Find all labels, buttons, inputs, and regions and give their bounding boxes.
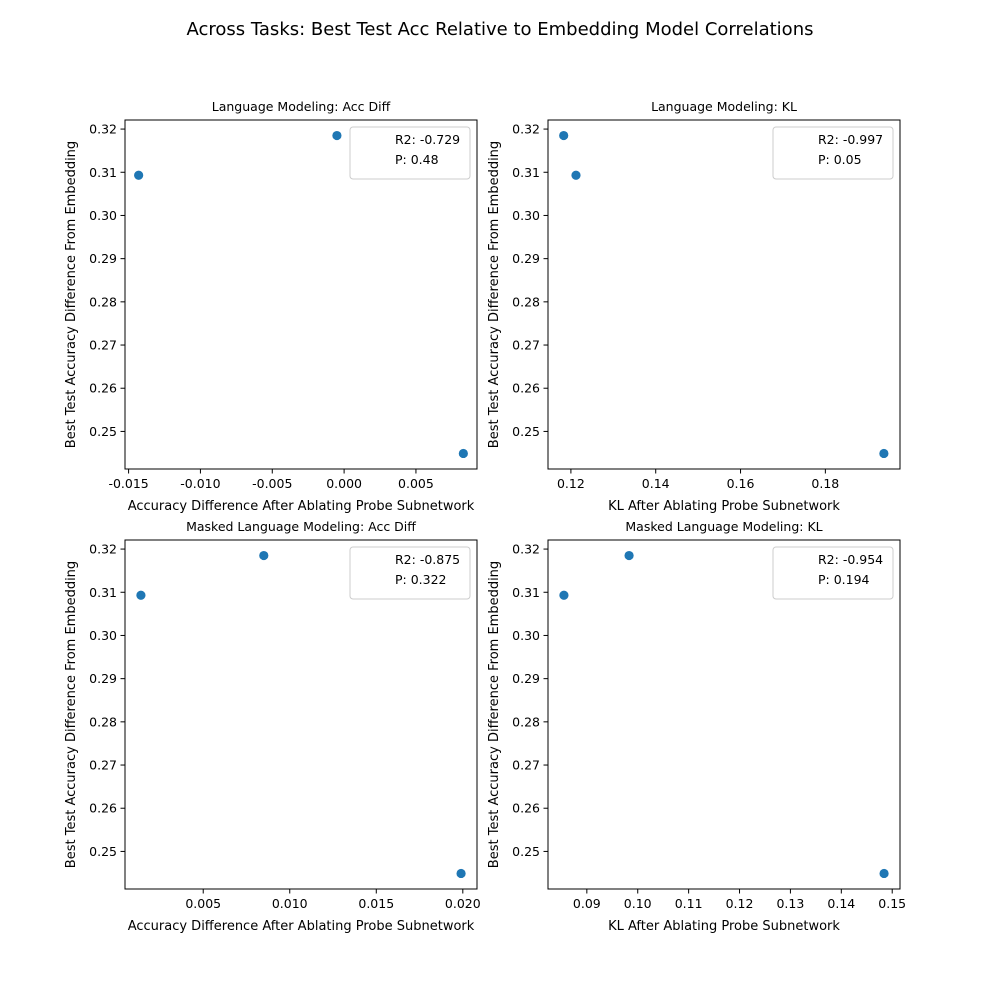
- y-tick-label: 0.31: [512, 585, 540, 600]
- x-tick-label: 0.010: [272, 896, 308, 911]
- subplot-title: Language Modeling: Acc Diff: [212, 99, 391, 114]
- y-tick-label: 0.26: [89, 801, 117, 816]
- x-tick-label: 0.13: [776, 896, 804, 911]
- x-axis-label: Accuracy Difference After Ablating Probe…: [128, 499, 475, 514]
- x-axis-label: KL After Ablating Probe Subnetwork: [608, 499, 840, 514]
- y-tick-label: 0.29: [89, 671, 117, 686]
- y-tick-label: 0.32: [512, 542, 540, 557]
- y-tick-label: 0.30: [89, 208, 117, 223]
- y-axis-label: Best Test Accuracy Difference From Embed…: [64, 141, 79, 448]
- data-point: [259, 550, 269, 561]
- y-tick-label: 0.32: [89, 122, 117, 137]
- x-tick-label: 0.12: [557, 476, 585, 491]
- x-tick-label: 0.020: [445, 896, 481, 911]
- y-tick-label: 0.30: [512, 208, 540, 223]
- y-tick-label: 0.31: [512, 165, 540, 180]
- legend-entry: R2: -0.997: [818, 132, 883, 147]
- data-point: [559, 590, 569, 600]
- y-tick-label: 0.27: [512, 758, 540, 773]
- figure-title: Across Tasks: Best Test Acc Relative to …: [187, 19, 814, 40]
- x-tick-label: 0.005: [398, 476, 434, 491]
- x-tick-label: 0.14: [642, 476, 670, 491]
- x-tick-label: 0.11: [675, 896, 703, 911]
- x-tick-label: 0.015: [358, 896, 394, 911]
- data-point: [879, 448, 889, 459]
- y-tick-label: 0.25: [512, 844, 540, 859]
- subplot-title: Masked Language Modeling: Acc Diff: [186, 519, 416, 534]
- axes-frame: [547, 539, 901, 890]
- data-point: [332, 130, 342, 141]
- x-tick-label: 0.09: [573, 896, 601, 911]
- subplot-title: Language Modeling: KL: [651, 99, 797, 114]
- legend-box: [772, 126, 894, 180]
- subplot-4: Masked Language Modeling: KL 0.09 0.10 0.11…: [487, 519, 906, 934]
- data-point: [559, 130, 569, 141]
- y-tick-label: 0.28: [89, 714, 117, 729]
- legend-box: [772, 546, 894, 600]
- axes-frame: [124, 539, 478, 890]
- subplot-title: Masked Language Modeling: KL: [625, 519, 822, 534]
- y-tick-label: 0.25: [89, 424, 117, 439]
- x-tick-label: -0.005: [252, 476, 292, 491]
- axes-frame: [547, 119, 901, 470]
- y-tick-label: 0.27: [89, 758, 117, 773]
- data-point: [458, 448, 468, 459]
- x-tick-label: 0.005: [185, 896, 221, 911]
- data-point: [879, 868, 889, 879]
- x-tick-label: -0.015: [108, 476, 148, 491]
- legend-entry: P: 0.48: [395, 152, 439, 167]
- data-point: [571, 170, 581, 180]
- data-point: [624, 550, 634, 561]
- x-tick-label: -0.010: [180, 476, 220, 491]
- x-tick-label: 0.15: [878, 896, 906, 911]
- data-point: [134, 170, 144, 180]
- y-tick-label: 0.30: [512, 628, 540, 643]
- x-tick-label: 0.14: [827, 896, 855, 911]
- legend-entry: R2: -0.954: [818, 552, 883, 567]
- y-tick-label: 0.32: [512, 122, 540, 137]
- legend-entry: P: 0.322: [395, 572, 447, 587]
- y-tick-label: 0.29: [512, 251, 540, 266]
- y-tick-label: 0.27: [89, 338, 117, 353]
- legend-box: [349, 126, 471, 180]
- x-tick-label: 0.16: [727, 476, 755, 491]
- legend-box: [349, 546, 471, 600]
- y-tick-label: 0.29: [512, 671, 540, 686]
- y-tick-label: 0.31: [89, 165, 117, 180]
- y-tick-label: 0.28: [89, 294, 117, 309]
- x-axis-label: KL After Ablating Probe Subnetwork: [608, 919, 840, 934]
- legend-entry: R2: -0.875: [395, 552, 460, 567]
- axes-frame: [124, 119, 478, 470]
- x-tick-label: 0.10: [624, 896, 652, 911]
- y-tick-label: 0.31: [89, 585, 117, 600]
- y-tick-label: 0.26: [89, 381, 117, 396]
- y-tick-label: 0.30: [89, 628, 117, 643]
- legend-entry: P: 0.05: [818, 152, 862, 167]
- x-tick-label: 0.000: [326, 476, 362, 491]
- y-axis-label: Best Test Accuracy Difference From Embed…: [64, 561, 79, 868]
- x-tick-label: 0.18: [811, 476, 839, 491]
- legend-entry: R2: -0.729: [395, 132, 460, 147]
- y-tick-label: 0.25: [89, 844, 117, 859]
- y-axis-label: Best Test Accuracy Difference From Embed…: [487, 141, 502, 448]
- legend-entry: P: 0.194: [818, 572, 870, 587]
- subplot-2: Language Modeling: KL 0.12 0.14 0.16 0.18 0.2…: [487, 99, 901, 514]
- y-tick-label: 0.32: [89, 542, 117, 557]
- y-tick-label: 0.27: [512, 338, 540, 353]
- y-axis-label: Best Test Accuracy Difference From Embed…: [487, 561, 502, 868]
- y-tick-label: 0.26: [512, 801, 540, 816]
- x-axis-label: Accuracy Difference After Ablating Probe…: [128, 919, 475, 934]
- y-tick-label: 0.25: [512, 424, 540, 439]
- y-tick-label: 0.28: [512, 294, 540, 309]
- data-point: [136, 590, 146, 600]
- y-tick-label: 0.29: [89, 251, 117, 266]
- subplot-3: Masked Language Modeling: Acc Diff 0.005 0…: [64, 519, 481, 934]
- x-tick-label: 0.12: [726, 896, 754, 911]
- y-tick-label: 0.26: [512, 381, 540, 396]
- data-point: [456, 868, 466, 879]
- y-tick-label: 0.28: [512, 714, 540, 729]
- subplot-1: Language Modeling: Acc Diff -0.015 -0.010 -…: [64, 99, 478, 514]
